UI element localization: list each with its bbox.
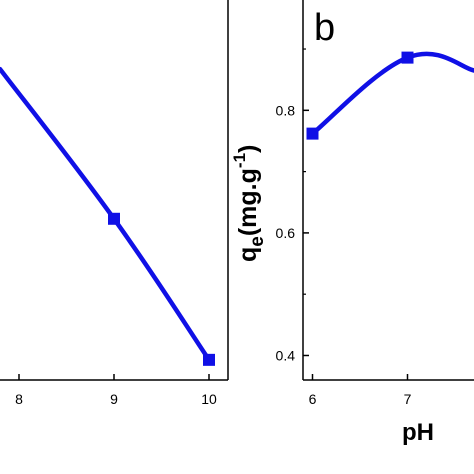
panel-b-data-point (401, 51, 414, 64)
panel-b-x-tick-label: 7 (404, 391, 412, 407)
y-title-main: q (234, 247, 262, 262)
panel-b: 6 7 0.4 0.6 0.8 b qe(mg.g-1) pH (230, 0, 474, 446)
panel-b-ticks: 6 7 0.4 0.6 0.8 (276, 48, 412, 407)
panel-a-data-point (203, 353, 215, 366)
panel-a-series-line (0, 66, 212, 363)
panel-b-label: b (314, 7, 335, 49)
y-title-sup: -1 (230, 153, 249, 168)
panel-a-x-tick-label: 10 (201, 391, 217, 407)
panel-b-markers (306, 51, 414, 140)
panel-b-y-tick-label: 0.6 (276, 225, 296, 241)
panel-b-x-tick-label: 6 (309, 391, 317, 407)
panel-b-x-axis-title: pH (402, 419, 434, 446)
panel-b-y-axis-title: qe(mg.g-1) (230, 145, 268, 262)
y-title-close: ) (234, 145, 262, 153)
panel-b-series-line (310, 51, 474, 136)
panel-a: 8 9 10 (0, 0, 229, 407)
panel-a-data-point (108, 212, 120, 225)
panel-a-x-tick-label: 8 (15, 391, 23, 407)
panel-a-ticks: 8 9 10 (15, 374, 217, 407)
panel-b-y-tick-label: 0.8 (276, 102, 296, 118)
panel-b-data-point (306, 127, 319, 140)
y-title-sub: e (247, 236, 268, 247)
panel-a-markers (108, 212, 215, 366)
panel-b-y-tick-label: 0.4 (276, 347, 296, 363)
panel-a-x-tick-label: 9 (110, 391, 118, 407)
y-title-units: (mg.g (234, 168, 262, 236)
